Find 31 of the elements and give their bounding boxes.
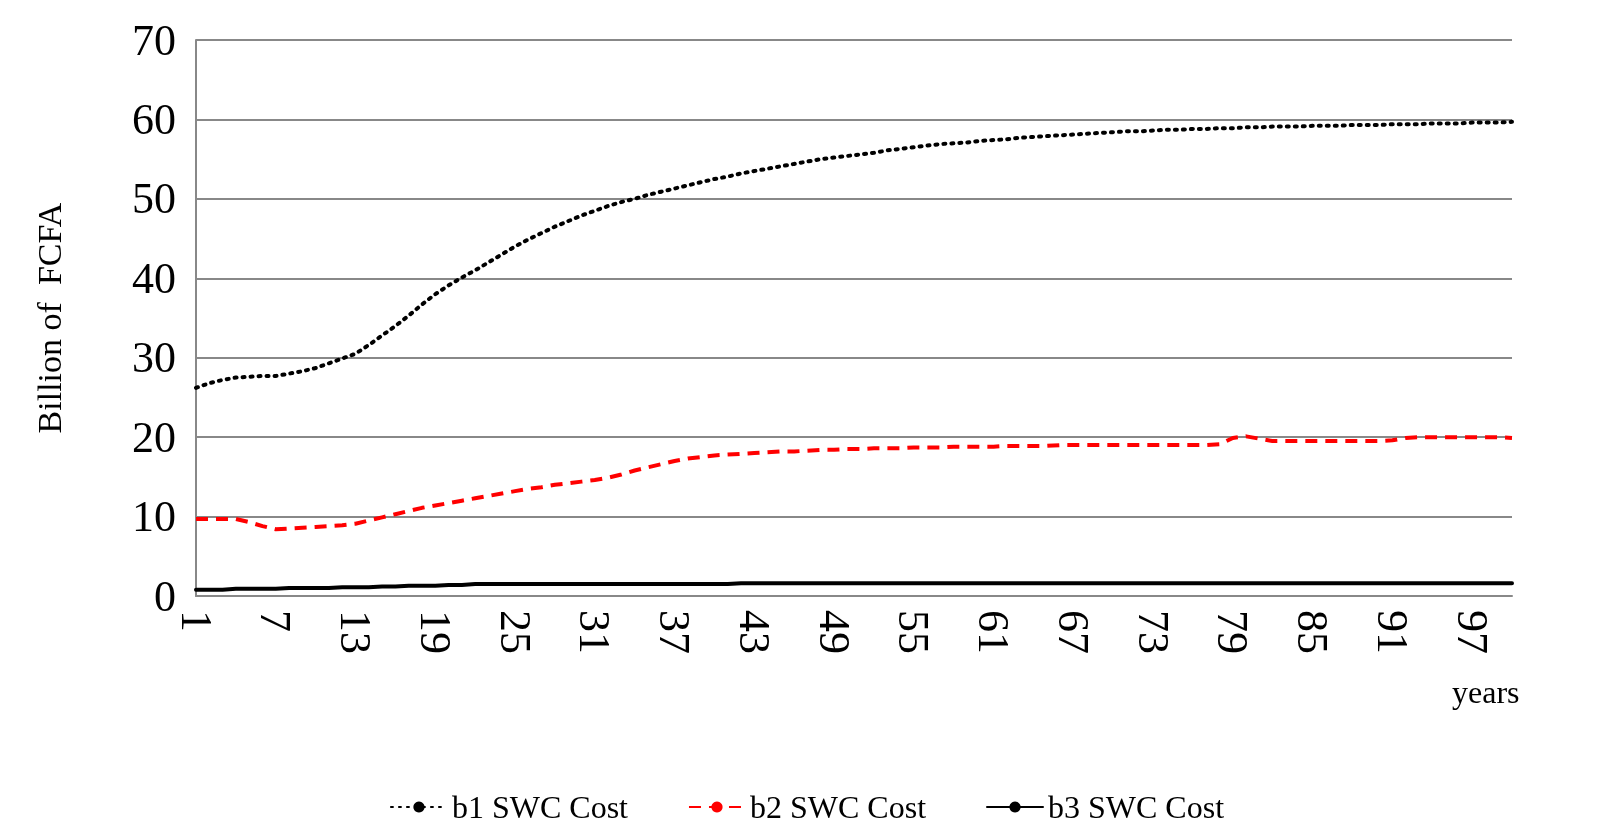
legend-label: b3 SWC Cost — [1048, 789, 1225, 825]
y-tick-label: 20 — [132, 412, 176, 462]
x-tick-label: 67 — [1048, 610, 1098, 654]
x-tick-label: 37 — [650, 610, 700, 654]
x-tick-label: 25 — [490, 610, 540, 654]
x-tick-label: 19 — [410, 610, 460, 654]
line-series — [194, 119, 1514, 390]
y-tick-label: 10 — [132, 492, 176, 542]
y-tick-label: 50 — [132, 174, 176, 224]
line-series — [194, 434, 1514, 532]
y-tick-label: 40 — [132, 253, 176, 303]
x-tick-label: 97 — [1447, 610, 1497, 654]
x-tick-label: 55 — [889, 610, 939, 654]
x-tick-label: 13 — [331, 610, 381, 654]
x-tick-label: 61 — [969, 610, 1019, 654]
x-tick-label: 31 — [570, 610, 620, 654]
y-tick-label: 70 — [132, 15, 176, 65]
x-tick-label: 85 — [1288, 610, 1338, 654]
y-tick-label: 30 — [132, 333, 176, 383]
x-tick-label: 79 — [1208, 610, 1258, 654]
x-axis-title: years — [1452, 674, 1520, 710]
legend-label: b2 SWC Cost — [749, 789, 927, 825]
x-tick-label: 73 — [1128, 610, 1178, 654]
x-tick-label: 43 — [729, 610, 779, 654]
y-axis-title: Billion of FCFA — [30, 202, 68, 434]
x-tick-label: 7 — [251, 610, 301, 632]
line-series — [194, 581, 1514, 592]
y-tick-label: 60 — [132, 94, 176, 144]
x-tick-label: 49 — [809, 610, 859, 654]
x-tick-label: 91 — [1367, 610, 1417, 654]
legend-label: b1 SWC Cost — [451, 789, 629, 825]
